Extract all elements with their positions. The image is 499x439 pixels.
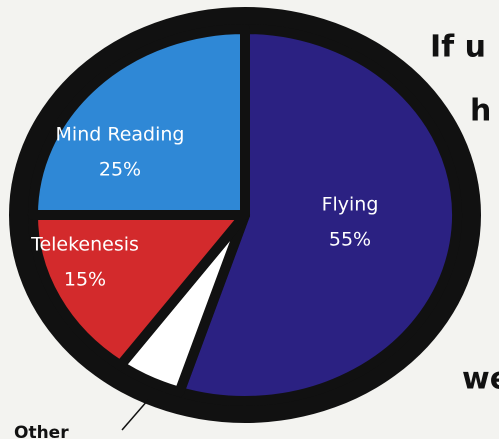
slice-label: Mind Reading xyxy=(56,124,185,146)
pie-slice xyxy=(27,24,250,220)
leader-line xyxy=(121,399,149,431)
slice-label: Other xyxy=(14,423,69,439)
slice-value-label: 25% xyxy=(99,159,141,181)
pie-slice xyxy=(27,210,250,371)
slice-value-label: 15% xyxy=(64,269,106,291)
annotation: we xyxy=(462,362,499,397)
annotation: If u xyxy=(430,30,486,65)
slice-value-label: 55% xyxy=(329,229,371,251)
slice-label: Flying xyxy=(322,194,379,216)
slice-label: Telekenesis xyxy=(30,234,139,256)
annotation: h xyxy=(470,94,491,129)
